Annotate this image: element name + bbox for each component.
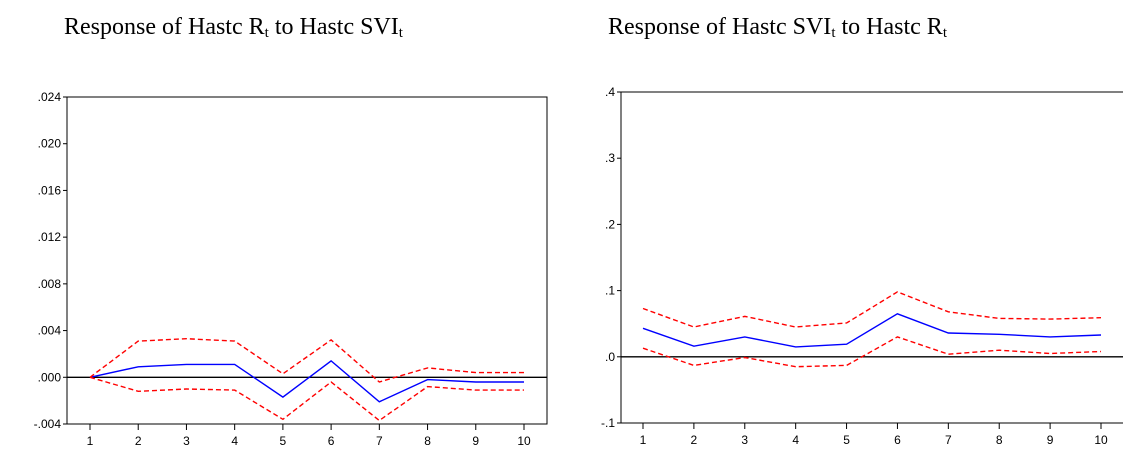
- x-tick-label-right-7: 8: [996, 433, 1003, 447]
- series-lower-band-right: [642, 336, 1102, 368]
- title-left-main: Response of Hastc R: [64, 14, 265, 40]
- y-tick-label-left-0: .024: [38, 90, 62, 104]
- x-tick-label-right-4: 5: [843, 433, 850, 447]
- y-tick-label-left-4: .008: [38, 277, 62, 291]
- title-right-mid: to Hastc R: [835, 14, 943, 40]
- x-tick-label-right-2: 3: [741, 433, 748, 447]
- y-tick-label-right-1: .3: [605, 151, 615, 165]
- y-tick-label-left-1: .020: [38, 137, 62, 151]
- x-tick-label-left-3: 4: [231, 434, 238, 448]
- y-tick-label-right-2: .2: [605, 217, 615, 231]
- series-upper-band-right: [642, 291, 1102, 328]
- x-tick-label-left-0: 1: [87, 434, 94, 448]
- x-tick-label-left-4: 5: [280, 434, 287, 448]
- x-tick-label-right-8: 9: [1047, 433, 1054, 447]
- x-tick-label-right-9: 10: [1094, 433, 1108, 447]
- chart-title-right: Response of Hastc SVIt to Hastc Rt: [608, 14, 947, 42]
- x-tick-label-left-8: 9: [472, 434, 479, 448]
- y-tick-label-left-7: -.004: [34, 417, 62, 431]
- x-tick-label-left-6: 7: [376, 434, 383, 448]
- title-right-sub1: t: [831, 25, 836, 41]
- series-lower-band-left: [89, 376, 524, 422]
- x-tick-label-right-3: 4: [792, 433, 799, 447]
- title-right-sub2: t: [942, 25, 947, 41]
- y-tick-label-right-4: .0: [605, 350, 615, 364]
- y-tick-label-right-5: -.1: [601, 416, 615, 430]
- x-tick-label-left-1: 2: [135, 434, 142, 448]
- x-tick-label-right-0: 1: [640, 433, 647, 447]
- y-tick-label-left-5: .004: [38, 324, 62, 338]
- series-response-left: [89, 360, 524, 403]
- title-right-main: Response of Hastc SVI: [608, 14, 832, 40]
- y-tick-label-right-0: .4: [605, 85, 615, 99]
- x-tick-label-right-6: 7: [945, 433, 952, 447]
- y-tick-label-left-2: .016: [38, 183, 62, 197]
- x-tick-label-left-9: 10: [517, 434, 531, 448]
- x-tick-label-left-2: 3: [183, 434, 190, 448]
- series-response-right: [642, 313, 1102, 348]
- title-left-sub2: t: [398, 25, 403, 41]
- title-left-sub1: t: [264, 25, 269, 41]
- x-tick-label-left-5: 6: [328, 434, 335, 448]
- series-upper-band-left: [89, 337, 524, 383]
- y-tick-label-left-3: .012: [38, 230, 62, 244]
- y-tick-label-right-3: .1: [605, 284, 615, 298]
- chart-title-left: Response of Hastc Rt to Hastc SVIt: [64, 14, 403, 42]
- title-left-mid: to Hastc SVI: [268, 14, 399, 40]
- x-tick-label-right-5: 6: [894, 433, 901, 447]
- y-tick-label-left-6: .000: [38, 370, 62, 384]
- x-tick-label-left-7: 8: [424, 434, 431, 448]
- x-tick-label-right-1: 2: [691, 433, 698, 447]
- plot-frame-left: [66, 96, 548, 425]
